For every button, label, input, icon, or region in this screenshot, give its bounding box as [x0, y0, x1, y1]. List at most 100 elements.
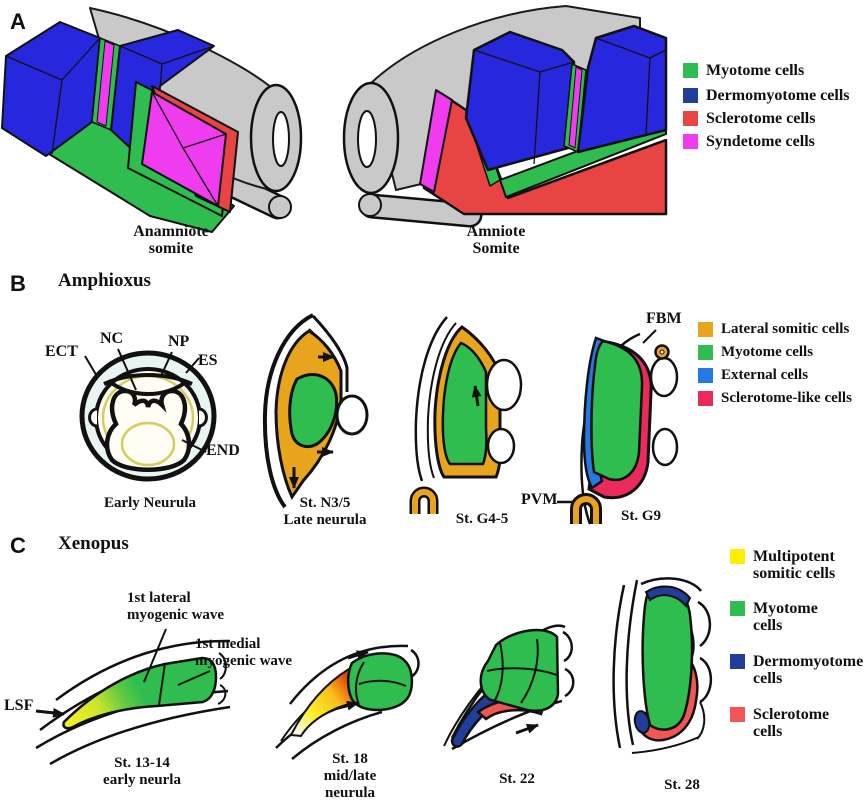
legend-item-syndetome: Syndetome cells	[683, 133, 815, 151]
caption-line: Amniote	[466, 223, 526, 240]
legend-label: Myotome cells	[721, 344, 814, 360]
syndetome-stripe	[419, 89, 453, 193]
amniote-caption: Amniote Somite	[467, 223, 526, 257]
neural-tube-circle	[485, 358, 523, 412]
legend-item-dermomyotome: Dermomyotome cells	[730, 653, 863, 687]
amniote-somite-diagram	[342, 5, 668, 228]
legend-label: Myotome cells	[753, 600, 818, 634]
amphioxus-g9	[557, 329, 679, 525]
caption-line: early neurla	[103, 772, 181, 788]
somitic-mesoderm	[62, 656, 218, 730]
anamniote-caption: Anamniote somite	[133, 223, 209, 257]
block-facet-lines	[5, 37, 101, 155]
panel-a-letter: A	[10, 9, 26, 34]
myotome-region	[590, 339, 644, 482]
amphioxus-early-neurula	[79, 348, 217, 482]
neural-tube-lumen	[272, 111, 290, 167]
panel-c-title: Xenopus	[58, 533, 129, 554]
legend-swatch	[730, 601, 745, 616]
neural-tube-circle	[649, 356, 679, 398]
caption-line: St. 18	[332, 751, 368, 767]
dermomyotome-block-2	[576, 24, 668, 154]
top-line	[640, 577, 702, 592]
migration-arrow	[347, 650, 369, 660]
posterior-bracket	[410, 648, 420, 679]
legend-label: Myotome cells	[706, 62, 805, 79]
st-g9-caption: St. G9	[620, 508, 662, 524]
somite-dividers	[486, 638, 558, 704]
lsf-label: LSF	[4, 697, 34, 714]
neural-plate-dip	[108, 380, 188, 396]
gut-lining	[120, 421, 176, 467]
notochord-circle	[486, 427, 516, 465]
legend-swatch	[683, 63, 698, 78]
notochord-cap	[268, 195, 292, 219]
block-facet-lines	[595, 37, 667, 135]
neural-fold-line	[289, 644, 409, 705]
end-label: END	[206, 442, 240, 459]
st-18-caption: St. 18 mid/late neurula	[324, 751, 377, 801]
legend-label: Sclerotome cells	[706, 110, 816, 127]
body-outline	[262, 313, 314, 509]
fbm-leader-line	[642, 329, 657, 344]
wave-leader-lines	[143, 628, 211, 686]
myotome-region	[288, 373, 339, 449]
annotation-line: 1st medial	[195, 636, 261, 652]
legend-line: Myotome	[753, 600, 818, 617]
annotation-line: myogenic wave	[127, 607, 225, 623]
early-neurula-caption: Early Neurula	[103, 495, 197, 511]
gut-pouch	[412, 489, 436, 514]
caption-line: mid/late	[323, 768, 377, 784]
legend-swatch	[730, 707, 745, 722]
dermomyotome-strip	[644, 585, 692, 608]
caption-line: neurula	[324, 785, 375, 801]
legend-swatch	[730, 654, 745, 669]
bottom-lines	[631, 701, 706, 754]
xenopus-st18	[275, 644, 420, 760]
body-outline-inner	[625, 579, 639, 746]
posterior-brackets	[562, 630, 575, 698]
legend-label: Dermomyotome cells	[753, 653, 863, 687]
legend-swatch	[698, 322, 713, 337]
first-lateral-wave-label: 1st lateral myogenic wave	[127, 590, 224, 624]
annotation-line: myogenic wave	[195, 653, 293, 669]
body-outline	[612, 584, 626, 749]
neural-tube-circle	[335, 394, 369, 436]
caption-line: somite	[148, 240, 194, 257]
neural-tube-somites	[104, 388, 192, 472]
amphioxus-g45	[409, 316, 523, 514]
panel-b-letter: B	[10, 271, 26, 296]
posterior-bracket	[217, 652, 227, 705]
fbm-ring-center	[659, 349, 665, 355]
legend-item-sclerotome: Sclerotome cells	[683, 110, 815, 128]
st-1314-caption: St. 13-14 early neurla	[103, 755, 181, 789]
legend-label: Sclerotome cells	[753, 706, 829, 740]
legend-swatch	[698, 391, 713, 406]
st-22-caption: St. 22	[499, 771, 535, 787]
lsf-arrow	[35, 707, 65, 718]
dermomyotome-block-1	[464, 30, 576, 172]
legend-item-dermomyotome: Dermomyotome cells	[683, 87, 850, 105]
panel-c-letter: C	[10, 533, 26, 558]
nc-label: NC	[100, 330, 124, 347]
legend-item-myotome: Myotome cells	[698, 344, 813, 361]
st-n35-caption: St. N3/5 Late neurula	[284, 495, 367, 529]
legend-item-lateral-somitic: Lateral somitic cells	[698, 321, 849, 338]
annotation-line: 1st lateral	[127, 590, 191, 606]
myotome-mass	[347, 652, 414, 712]
side-nub-right	[198, 407, 208, 428]
legend-swatch	[698, 345, 713, 360]
legend-item-external: External cells	[698, 367, 808, 384]
migration-arrow	[337, 700, 359, 711]
side-nub-left	[88, 407, 98, 428]
ect-label: ECT	[45, 343, 78, 360]
pvm-label: PVM	[521, 491, 558, 508]
neural-plate-chord	[103, 373, 193, 386]
notochord-tube	[362, 196, 480, 225]
es-label: ES	[198, 352, 218, 369]
np-label: NP	[168, 333, 190, 350]
legend-swatch	[698, 368, 713, 383]
legend-line: cells	[753, 723, 783, 740]
